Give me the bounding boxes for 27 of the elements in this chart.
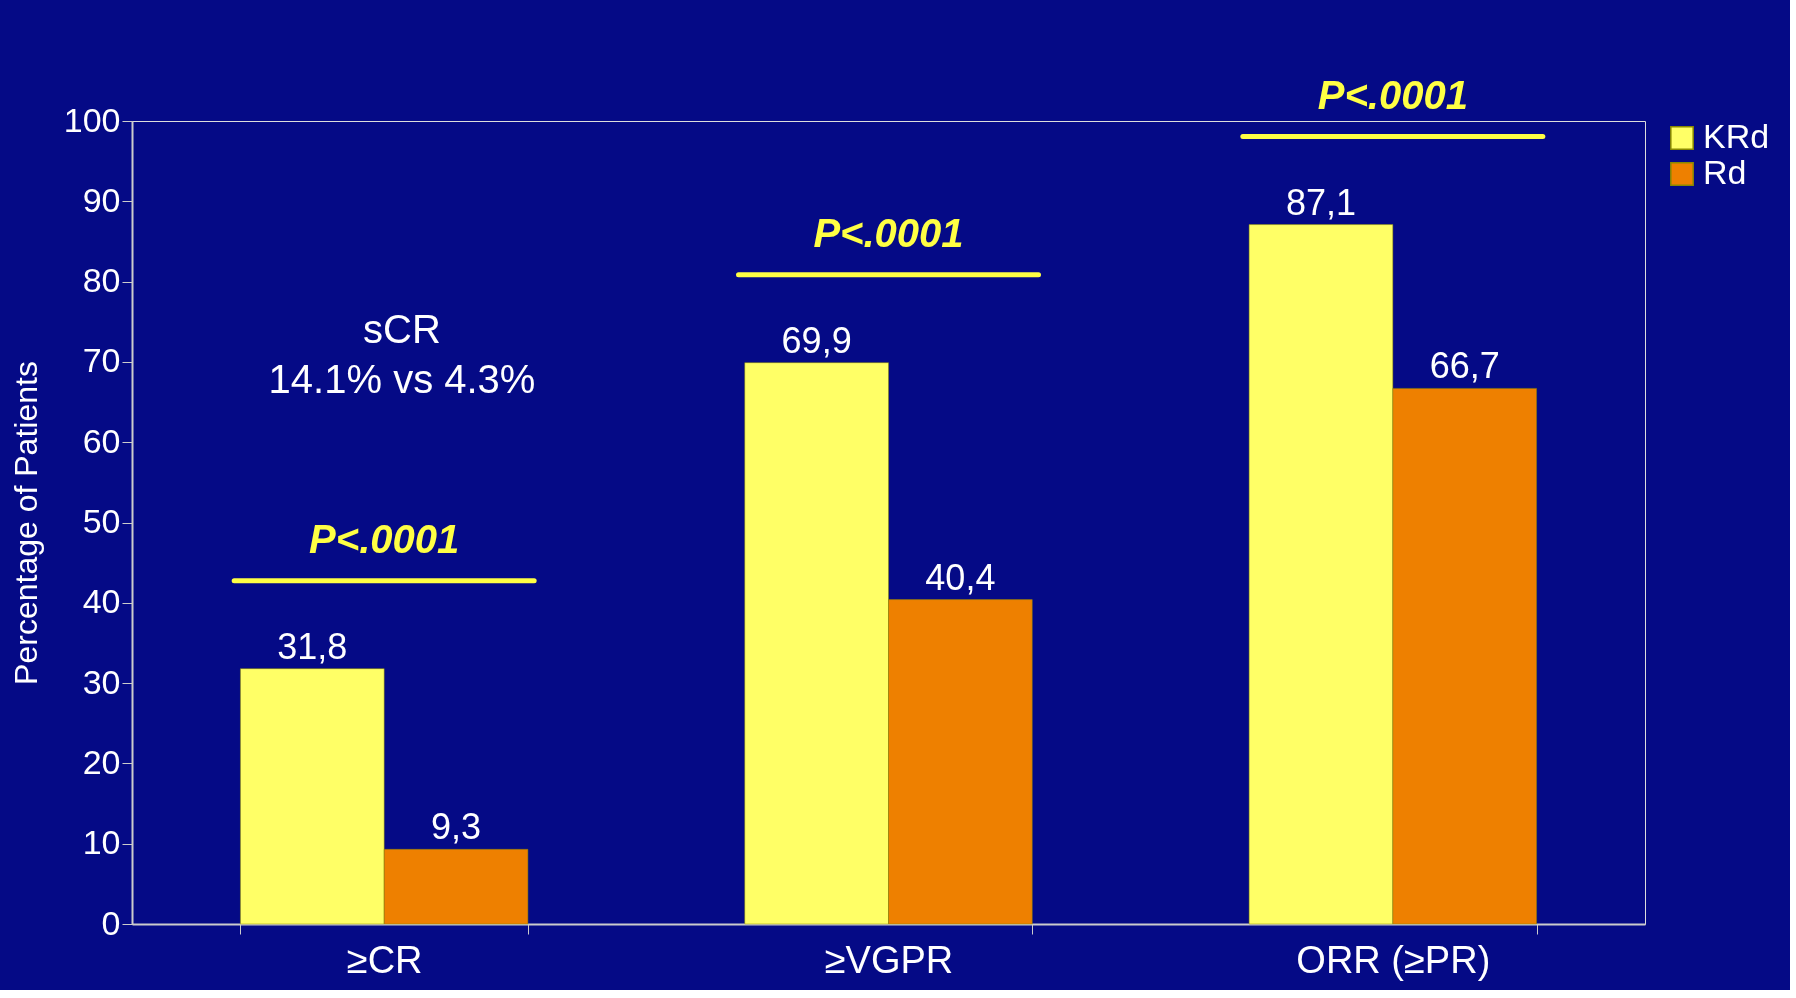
y-tick-label: 30: [82, 662, 121, 701]
data-label: 40,4: [925, 556, 996, 598]
legend-label: Rd: [1703, 153, 1747, 191]
y-tick-label: 40: [82, 582, 121, 621]
data-label: 69,9: [781, 319, 852, 361]
x-tick-label: ORR (≥PR): [1296, 938, 1491, 981]
data-label: 9,3: [431, 806, 482, 848]
y-tick-label: 0: [101, 903, 121, 942]
annotation: P<.0001: [309, 516, 460, 561]
legend-label: KRd: [1703, 117, 1770, 155]
y-tick-label: 80: [82, 261, 121, 300]
x-tick-label: ≥CR: [346, 938, 423, 981]
y-axis-title: Percentage of Patients: [7, 361, 44, 685]
data-label: 66,7: [1429, 345, 1500, 387]
y-tick-label: 60: [82, 421, 121, 460]
y-tick-label: 90: [82, 180, 121, 219]
y-tick-label: 20: [82, 742, 121, 781]
y-tick-label: 100: [63, 100, 121, 139]
y-tick-label: 10: [82, 823, 121, 862]
data-label: 31,8: [277, 625, 348, 667]
y-tick-label: 70: [82, 341, 121, 380]
data-label: 87,1: [1285, 181, 1356, 223]
x-tick-label: ≥VGPR: [824, 938, 954, 981]
annotation: sCR 14.1% vs 4.3%: [268, 307, 536, 401]
y-tick-label: 50: [82, 502, 121, 540]
annotation: P<.0001: [813, 210, 964, 255]
text: P<.0001: [1317, 72, 1468, 117]
